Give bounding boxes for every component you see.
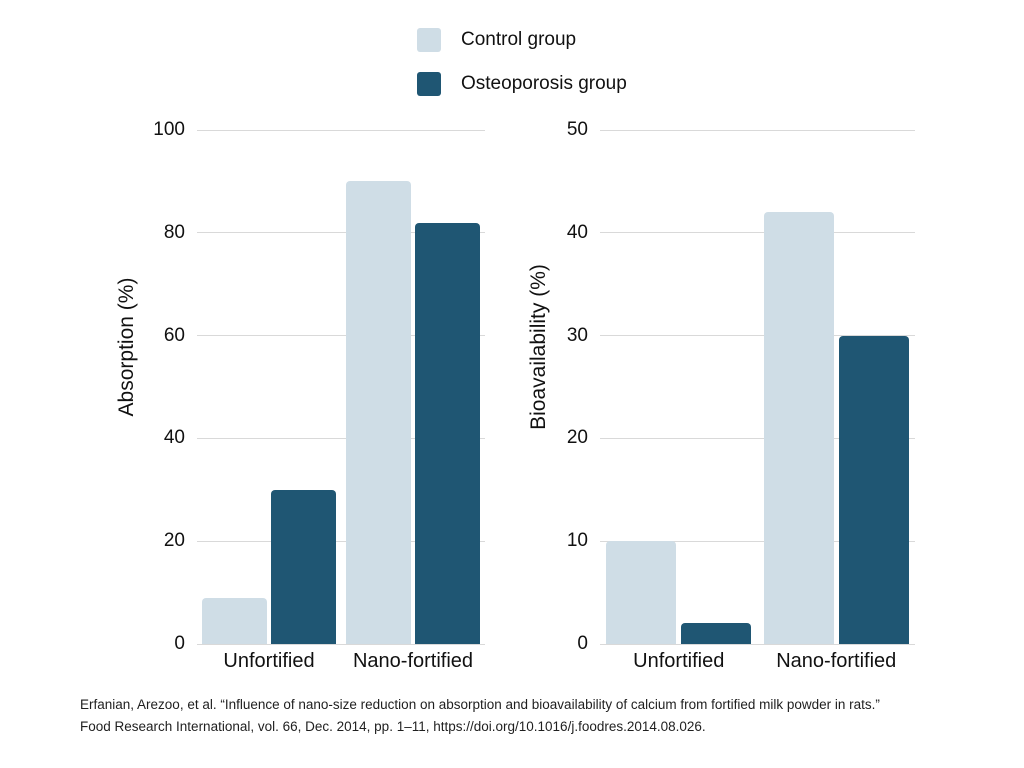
citation-line-1: Erfanian, Arezoo, et al. “Influence of n… xyxy=(80,697,880,712)
y-tick-label-50: 50 xyxy=(566,119,588,140)
gridline-y-30 xyxy=(600,335,915,337)
y-tick-label-60: 60 xyxy=(163,324,185,346)
legend: Control group Osteoporosis group xyxy=(417,28,627,116)
bar-osteoporosis-group-unfortified xyxy=(271,489,336,644)
y-tick-label-10: 10 xyxy=(566,530,588,552)
gridline-y-40 xyxy=(600,232,915,234)
y-tick-label-20: 20 xyxy=(163,530,185,552)
gridline-y-0 xyxy=(197,643,485,645)
y-tick-label-30: 30 xyxy=(566,324,588,346)
y-tick-label-80: 80 xyxy=(163,221,185,243)
gridline-y-60 xyxy=(197,335,485,337)
gridline-y-100 xyxy=(197,129,485,131)
citation-line-2: Food Research International, vol. 66, De… xyxy=(80,718,706,734)
gridline-y-40 xyxy=(197,437,485,439)
y-axis-label-bioavailability: Bioavailability (%) xyxy=(527,264,550,430)
bar-control-group-unfortified xyxy=(606,541,677,644)
y-tick-label-0: 0 xyxy=(174,633,185,654)
legend-swatch-control-group xyxy=(417,28,441,52)
legend-label-control-group: Control group xyxy=(461,29,577,50)
gridline-y-10 xyxy=(600,540,915,542)
x-tick-label-nano-fortified: Nano-fortified xyxy=(352,650,474,672)
citation: Erfanian, Arezoo, et al. “Influence of n… xyxy=(80,694,880,737)
y-axis-label-absorption: Absorption (%) xyxy=(115,277,138,417)
legend-swatch-osteoporosis-group xyxy=(417,72,441,96)
y-tick-label-100: 100 xyxy=(153,119,185,140)
y-tick-label-0: 0 xyxy=(577,633,588,654)
gridline-y-50 xyxy=(600,129,915,131)
bar-control-group-nano-fortified xyxy=(763,212,834,644)
x-tick-label-nano-fortified: Nano-fortified xyxy=(776,650,897,672)
legend-label-osteoporosis-group: Osteoporosis group xyxy=(461,73,627,94)
y-tick-label-40: 40 xyxy=(566,221,588,243)
x-tick-label-unfortified: Unfortified xyxy=(633,650,725,672)
y-tick-label-20: 20 xyxy=(566,427,588,449)
legend-item-osteoporosis-group: Osteoporosis group xyxy=(417,72,627,96)
gridline-y-80 xyxy=(197,232,485,234)
x-tick-label-unfortified: Unfortified xyxy=(223,650,315,672)
legend-item-control-group: Control group xyxy=(417,28,627,52)
bar-osteoporosis-group-unfortified xyxy=(681,623,752,644)
bar-control-group-unfortified xyxy=(202,597,267,644)
bar-osteoporosis-group-nano-fortified xyxy=(838,335,909,644)
bar-control-group-nano-fortified xyxy=(346,181,411,644)
gridline-y-20 xyxy=(197,540,485,542)
bar-osteoporosis-group-nano-fortified xyxy=(415,222,480,644)
y-tick-label-40: 40 xyxy=(163,427,185,449)
gridline-y-20 xyxy=(600,437,915,439)
gridline-y-0 xyxy=(600,643,915,645)
